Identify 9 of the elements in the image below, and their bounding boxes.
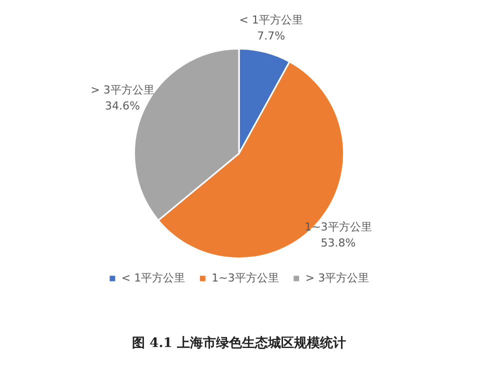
slice-label: < 1平方公里	[239, 14, 303, 27]
slice-label: > 3平方公里	[90, 84, 154, 97]
text: 图 4.1 上海市绿色生态城区规模统计	[131, 334, 347, 352]
data-label: 34.6%	[105, 100, 140, 113]
legend-label: > 3平方公里	[305, 271, 370, 284]
legend-label: < 1平方公里	[121, 271, 186, 284]
data-label: 7.7%	[257, 30, 286, 43]
data-label: 53.8%	[320, 236, 356, 250]
legend-label: 1~3平方公里	[212, 271, 279, 284]
